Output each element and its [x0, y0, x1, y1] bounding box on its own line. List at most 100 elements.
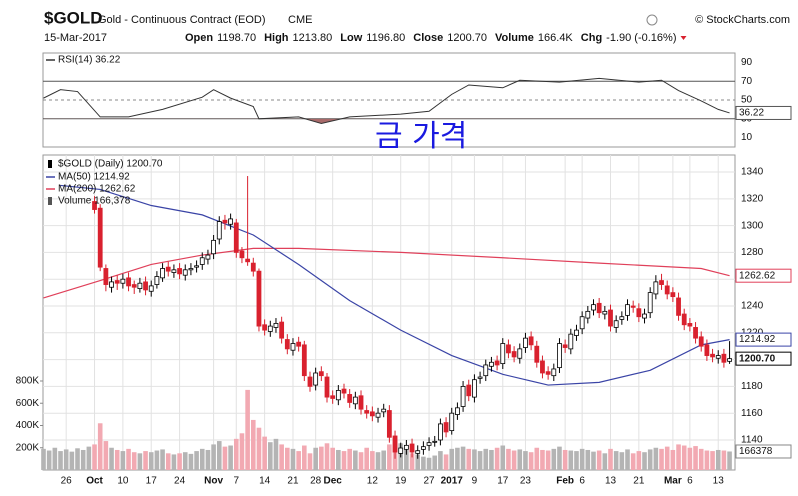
volume-bar	[596, 450, 602, 470]
candle-body	[347, 394, 353, 403]
candle-body	[477, 376, 483, 379]
candle-body	[489, 361, 494, 367]
volume-bar	[693, 446, 698, 470]
candle-body	[409, 443, 415, 453]
candle-body	[296, 341, 302, 347]
candle-body	[455, 407, 460, 415]
value-tag	[735, 332, 792, 347]
volume-bar	[506, 448, 511, 470]
volume-bar	[75, 448, 80, 470]
x-tick-label: 14	[259, 476, 271, 487]
volume-bar	[466, 448, 472, 470]
volume-bar	[404, 449, 409, 470]
x-tick-label: 24	[174, 476, 186, 487]
rsi-tick-label: 70	[741, 76, 753, 87]
candle-body	[392, 435, 398, 453]
x-tick-label: 17	[497, 476, 509, 487]
candle-body	[114, 280, 120, 284]
legend-label: MA(50) 1214.92	[58, 172, 130, 183]
volume-bar	[273, 438, 279, 470]
legend-label: MA(200) 1262.62	[58, 184, 136, 195]
volume-bar	[426, 457, 432, 470]
candle-body	[386, 410, 392, 438]
volume-bar	[126, 448, 131, 470]
value-tag-label: 36.22	[739, 108, 764, 119]
volume-bar	[460, 446, 466, 470]
candle-body	[131, 284, 137, 288]
candle-body	[143, 281, 148, 291]
volume-bar	[494, 447, 500, 470]
legend-icon	[48, 197, 52, 205]
volume-bar	[438, 451, 443, 470]
volume-bar	[313, 447, 318, 470]
value-tag	[735, 268, 792, 283]
volume-bar	[154, 450, 160, 470]
candle-body	[307, 376, 313, 387]
x-tick-label: Feb	[556, 476, 574, 487]
x-tick-label: 6	[687, 476, 693, 487]
volume-bar	[523, 451, 528, 470]
volume-bar	[114, 449, 120, 470]
candle-body	[279, 321, 285, 339]
volume-bar	[710, 451, 715, 470]
candle-body	[432, 440, 438, 443]
candle-body	[466, 384, 472, 397]
x-tick-label: 21	[287, 476, 299, 487]
candle-body	[659, 280, 664, 285]
candle-body	[415, 450, 421, 454]
x-tick-label: 9	[472, 476, 478, 487]
volume-bar	[358, 452, 364, 470]
volume-bar	[568, 450, 574, 470]
candle-body	[109, 281, 114, 288]
candle-body	[534, 345, 540, 363]
candle-body	[120, 278, 126, 284]
quote-label: Volume	[495, 32, 534, 44]
candle-body	[608, 309, 613, 327]
volume-tick-label: 600K	[16, 398, 40, 409]
value-tag	[735, 351, 792, 366]
volume-bar	[647, 449, 653, 470]
volume-bar	[432, 455, 438, 470]
candle-body	[517, 348, 523, 359]
candle-body	[358, 395, 364, 410]
volume-bar	[375, 452, 381, 470]
volume-bar	[364, 447, 369, 470]
candle-body	[335, 390, 341, 401]
volume-bar	[540, 449, 545, 470]
candle-body	[653, 281, 659, 295]
candle-body	[500, 343, 506, 365]
volume-bar	[387, 444, 392, 470]
candle-body	[97, 207, 103, 268]
volume-bar	[534, 447, 540, 470]
volume-bar	[41, 448, 46, 470]
value-tag-label: 1214.92	[739, 334, 776, 345]
candle-body	[239, 250, 245, 259]
volume-bar	[182, 452, 188, 470]
candle-body	[523, 337, 528, 348]
quote-value: 166.4K	[538, 32, 574, 44]
candle-body	[262, 324, 268, 331]
candle-body	[403, 444, 409, 450]
volume-bar	[489, 449, 494, 470]
volume-bar	[670, 449, 676, 470]
candle-body	[330, 395, 336, 399]
candle-body	[687, 323, 693, 327]
candle-body	[625, 304, 630, 316]
volume-bar	[347, 448, 352, 470]
source: © StockCharts.com	[695, 14, 790, 26]
candle-body	[693, 327, 698, 339]
candle-body	[284, 339, 290, 350]
volume-bar	[511, 450, 517, 470]
volume-bar	[52, 447, 58, 470]
quote-label: Close	[413, 32, 443, 44]
volume-bar	[500, 445, 506, 470]
volume-bar	[120, 451, 126, 470]
candle-body	[483, 364, 489, 377]
candle-body	[681, 313, 687, 326]
exchange: CME	[288, 14, 312, 26]
legend-label: Volume 166,378	[58, 196, 131, 207]
volume-bar	[630, 453, 636, 470]
candle-body	[194, 265, 199, 268]
volume-bar	[80, 449, 86, 470]
